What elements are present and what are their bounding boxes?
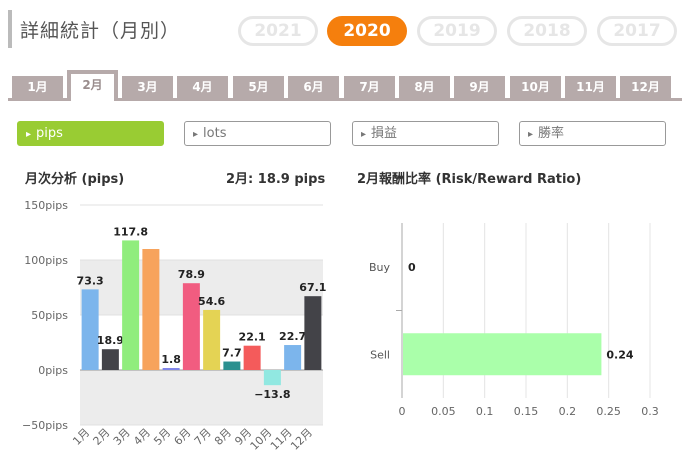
bar-8月 [223, 361, 241, 370]
monthly-summary: 2月: 18.9 pips [226, 172, 326, 187]
y-tick-label: Buy [369, 261, 391, 274]
year-tab-2017[interactable]: 2017 [597, 16, 677, 46]
bar-5月 [162, 368, 180, 370]
filter-winrate[interactable]: ▸ 勝率 [519, 121, 666, 146]
data-label: 0 [408, 261, 416, 274]
y-tick-label: −50pips [22, 419, 68, 432]
data-label: −13.8 [254, 388, 290, 401]
x-tick-label: 6月 [172, 426, 194, 448]
bar-Sell [403, 333, 602, 376]
year-tab-2019[interactable]: 2019 [417, 16, 497, 46]
month-tab-4[interactable]: 4月 [177, 76, 228, 98]
month-tab-5[interactable]: 5月 [233, 76, 284, 98]
data-label: 73.3 [77, 274, 104, 287]
x-tick-label: 0.3 [641, 405, 659, 418]
month-tab-6[interactable]: 6月 [288, 76, 339, 98]
month-tab-12[interactable]: 12月 [620, 76, 671, 98]
x-tick-label: 11月 [268, 426, 295, 453]
filter-pips[interactable]: ▸ pips [17, 121, 164, 146]
x-tick-label: 1月 [70, 426, 92, 448]
data-label: 78.9 [178, 268, 205, 281]
y-tick-label: 0pips [38, 364, 68, 377]
year-tab-2020[interactable]: 2020 [327, 16, 407, 46]
month-tab-9[interactable]: 9月 [454, 76, 505, 98]
bar-12月 [304, 296, 322, 370]
title-accent-bar [8, 10, 12, 48]
chevron-right-icon: ▸ [361, 129, 367, 140]
plot-band [80, 370, 323, 425]
x-tick-label: 4月 [131, 426, 153, 448]
chevron-right-icon: ▸ [528, 129, 534, 140]
data-label: 18.9 [97, 334, 124, 347]
x-tick-label: 3月 [111, 426, 133, 448]
x-tick-label: 10月 [248, 426, 275, 453]
filter-lots[interactable]: ▸ lots [184, 121, 331, 146]
chevron-right-icon: ▸ [26, 129, 32, 140]
bar-4月 [142, 249, 160, 370]
month-tab-7[interactable]: 7月 [344, 76, 395, 98]
filter-lots-label: lots [203, 126, 227, 141]
y-tick-label: 150pips [24, 199, 68, 212]
x-tick-label: 0.1 [476, 405, 494, 418]
x-tick-label: 2月 [91, 426, 113, 448]
header: 詳細統計（月別） 2021 2020 2019 2018 2017 [0, 0, 689, 62]
x-tick-label: 0.05 [431, 405, 456, 418]
data-label: 67.1 [299, 281, 326, 294]
month-tab-3[interactable]: 3月 [122, 76, 173, 98]
x-tick-label: 0 [399, 405, 406, 418]
data-label: 1.8 [161, 353, 181, 366]
filter-winrate-label: 勝率 [538, 126, 565, 141]
year-tab-2021[interactable]: 2021 [238, 16, 318, 46]
month-tab-1[interactable]: 1月 [12, 76, 63, 98]
data-label: 22.1 [239, 331, 266, 344]
bar-2月 [101, 349, 119, 370]
month-tabs: 1月 2月 3月 4月 5月 6月 7月 8月 9月 10月 11月 12月 [8, 70, 682, 101]
bar-10月 [263, 370, 281, 386]
year-tab-2018[interactable]: 2018 [507, 16, 587, 46]
bar-9月 [243, 345, 261, 370]
bar-1月 [81, 289, 99, 370]
y-tick-label: 100pips [24, 254, 68, 267]
x-tick-label: 8月 [212, 426, 234, 448]
data-label: 117.8 [113, 225, 148, 238]
x-tick-label: 0.25 [596, 405, 621, 418]
y-tick-label: 50pips [31, 309, 68, 322]
bar-3月 [122, 240, 140, 370]
month-tab-8[interactable]: 8月 [399, 76, 450, 98]
y-tick-label: Sell [370, 348, 390, 361]
data-label: 0.24 [606, 348, 633, 361]
x-tick-label: 0.15 [514, 405, 539, 418]
filter-pips-label: pips [36, 126, 63, 141]
bar-6月 [182, 283, 200, 370]
x-tick-label: 12月 [288, 426, 315, 453]
filter-profit[interactable]: ▸ 損益 [352, 121, 499, 146]
risk-reward-chart: 0 0.05 0.1 0.15 0.2 0.25 0.3 Buy 0 Sell 0.24 [369, 223, 659, 418]
filter-profit-label: 損益 [371, 126, 398, 141]
bar-7月 [203, 309, 221, 370]
bar-11月 [284, 345, 302, 370]
data-label: 7.7 [222, 347, 242, 360]
month-tabs-baseline [8, 98, 682, 101]
page-title: 詳細統計（月別） [20, 20, 181, 42]
month-tab-11[interactable]: 11月 [565, 76, 616, 98]
data-label: 54.6 [198, 295, 225, 308]
chevron-right-icon: ▸ [193, 129, 199, 140]
monthly-chart-title: 月次分析 (pips) [25, 172, 125, 187]
plot-band [80, 260, 323, 315]
x-tick-label: 7月 [192, 426, 214, 448]
month-tab-2[interactable]: 2月 [67, 70, 118, 101]
month-tab-10[interactable]: 10月 [510, 76, 561, 98]
x-tick-label: 0.2 [559, 405, 577, 418]
data-label: 22.7 [279, 330, 306, 343]
ratio-chart-title: 2月報酬比率 (Risk/Reward Ratio) [357, 172, 582, 187]
monthly-pips-chart: 150pips 100pips 50pips 0pips −50pips 73.3 1月 18… [22, 199, 326, 453]
x-tick-label: 5月 [151, 426, 173, 448]
